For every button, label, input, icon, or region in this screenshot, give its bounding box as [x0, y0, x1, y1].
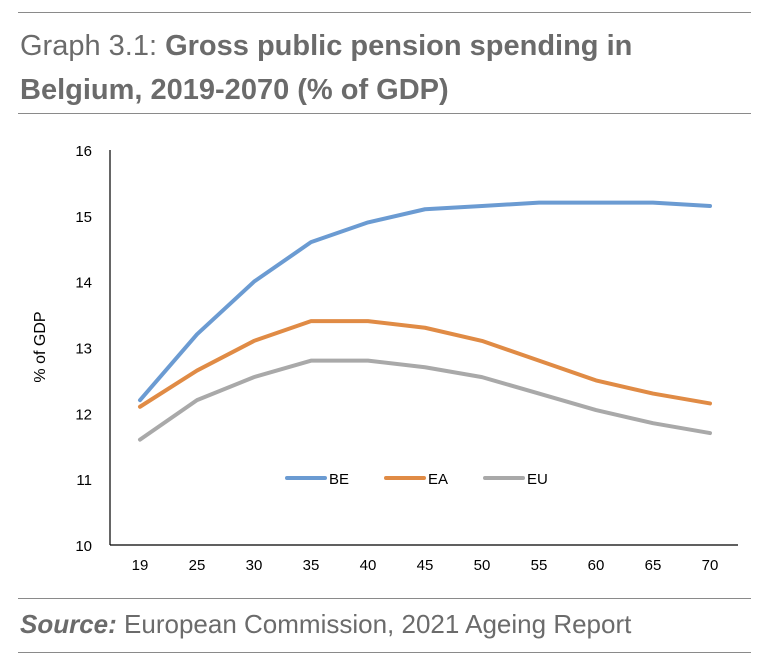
axes: 10 11 12 13 14 15 16 19 25 30 35 40 45 50 55 60 65 70 — [75, 143, 738, 574]
source-label: Source: — [20, 609, 117, 639]
chart-title: Graph 3.1: Gross public pension spending… — [20, 24, 755, 112]
title-lead: Graph 3.1: — [20, 30, 158, 62]
x-tick-label: 30 — [246, 557, 263, 574]
y-axis-label: % of GDP — [32, 311, 49, 382]
bottom-rule — [18, 598, 751, 599]
x-tick-label: 40 — [360, 557, 377, 574]
legend-label: BE — [329, 471, 349, 488]
y-tick-label: 13 — [75, 341, 92, 358]
y-tick-label: 14 — [75, 275, 92, 292]
series-line-be — [138, 200, 712, 403]
line-chart: 10 11 12 13 14 15 16 19 25 30 35 40 45 50 55 60 65 70 BE E… — [32, 143, 738, 574]
x-tick-label: 25 — [189, 557, 206, 574]
series-line-eu — [138, 358, 712, 442]
title-text: Gross public pension spending in Belgium… — [20, 30, 633, 106]
x-tick-label: 70 — [702, 557, 719, 574]
title-rule — [18, 113, 751, 114]
legend: BE EA EU — [285, 471, 548, 488]
x-tick-label: 45 — [417, 557, 434, 574]
legend-label: EA — [428, 471, 448, 488]
y-tick-label: 16 — [75, 143, 92, 160]
x-tick-label: 60 — [588, 557, 605, 574]
y-tick-label: 15 — [75, 209, 92, 226]
x-tick-label: 19 — [132, 557, 149, 574]
y-tick-label: 11 — [76, 472, 92, 489]
source-text: European Commission, 2021 Ageing Report — [124, 609, 632, 639]
y-tick-label: 12 — [75, 406, 92, 423]
x-tick-label: 35 — [303, 557, 320, 574]
top-rule — [18, 12, 751, 13]
legend-item-ea: EA — [384, 471, 448, 488]
x-tick-label: 65 — [645, 557, 662, 574]
legend-item-eu: EU — [483, 471, 548, 488]
y-tick-label: 10 — [75, 538, 92, 555]
series-line-ea — [138, 319, 712, 409]
x-tick-label: 55 — [531, 557, 548, 574]
legend-item-be: BE — [285, 471, 349, 488]
series-layer — [138, 200, 712, 442]
legend-label: EU — [527, 471, 548, 488]
source-note: Source: European Commission, 2021 Ageing… — [20, 609, 631, 640]
x-tick-label: 50 — [474, 557, 491, 574]
footer-rule — [18, 652, 751, 653]
